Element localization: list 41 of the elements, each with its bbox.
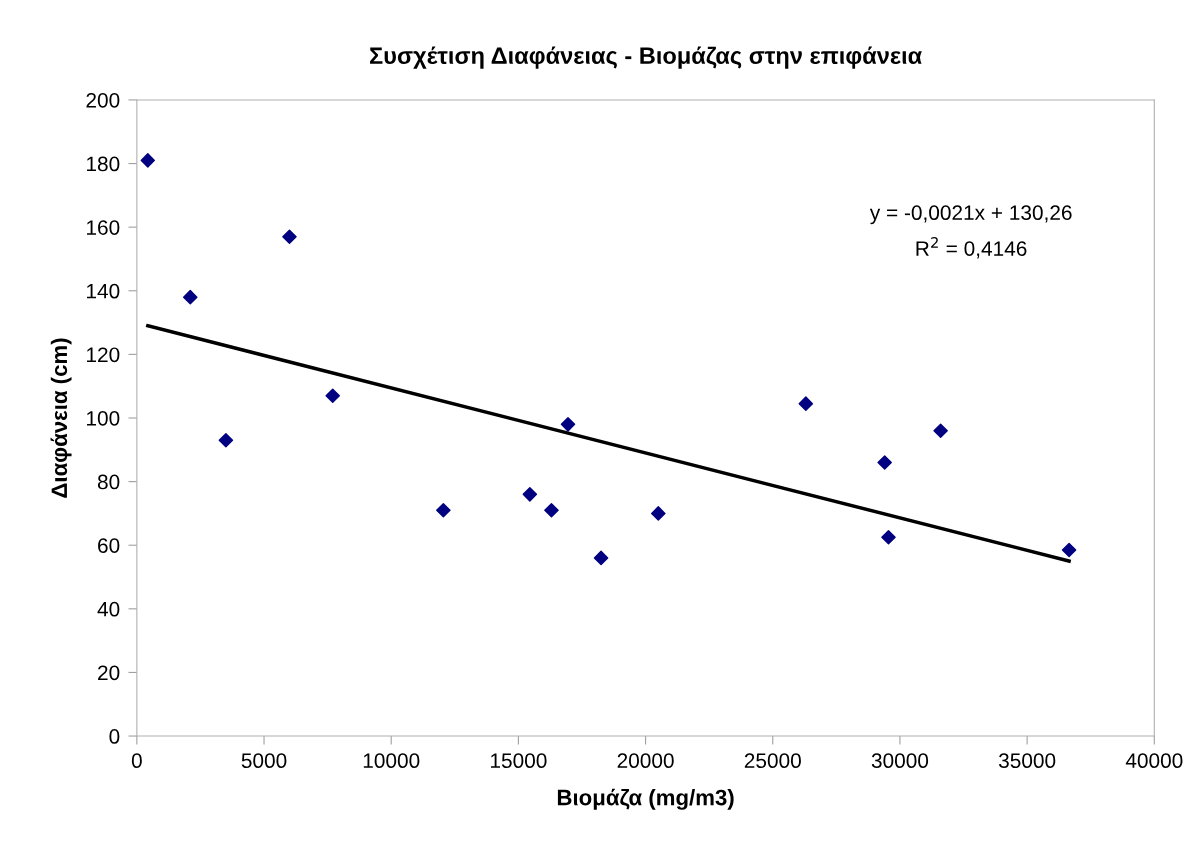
point <box>877 455 892 470</box>
point <box>651 506 666 521</box>
y-tick-label: 20 <box>98 665 120 681</box>
point <box>140 153 156 168</box>
y-tick-label: 120 <box>87 347 120 363</box>
x-tick-label: 35000 <box>998 753 1056 769</box>
point <box>218 432 234 448</box>
point <box>436 502 451 518</box>
x-tick-label: 10000 <box>363 753 420 769</box>
y-tick-label: 140 <box>87 283 120 299</box>
y-tick-label: 160 <box>87 220 120 235</box>
y-tick-label: 60 <box>98 538 120 553</box>
point <box>593 550 609 566</box>
point <box>325 388 340 404</box>
point <box>798 396 814 411</box>
x-tick-label: 5000 <box>241 753 287 769</box>
x-tick-label: 40000 <box>1125 753 1183 769</box>
point <box>182 289 198 305</box>
y-tick-label: 0 <box>109 729 120 744</box>
point <box>282 229 297 244</box>
x-axis-title: Βιομάζα (mg/m3) <box>557 788 734 810</box>
x-tick-label: 15000 <box>491 753 547 769</box>
point <box>544 502 559 518</box>
annotation: R$^{2}$ = 0,4146 <box>916 236 1027 259</box>
x-tick-label: 30000 <box>871 753 929 769</box>
point <box>933 423 948 438</box>
y-axis-title: Διαφάνεια (cm) <box>50 338 72 498</box>
chart-title: Συσχέτιση Διαφάνειας - Βιομάζας στην επιφάνεια <box>370 46 922 69</box>
point <box>881 529 896 545</box>
y-tick-label: 80 <box>97 474 120 490</box>
y-tick-label: 180 <box>87 156 120 172</box>
annotation: y = -0,0021x + 130,26 <box>869 205 1072 225</box>
point <box>560 417 576 432</box>
x-tick-label: 20000 <box>617 753 674 769</box>
x-tick-label: 25000 <box>744 753 801 769</box>
point <box>522 487 538 502</box>
y-tick-label: 100 <box>87 411 120 426</box>
x-tick-label: 0 <box>131 753 142 769</box>
y-tick-label: 40 <box>97 601 120 617</box>
y-tick-label: 200 <box>86 92 120 108</box>
point <box>1061 542 1077 558</box>
